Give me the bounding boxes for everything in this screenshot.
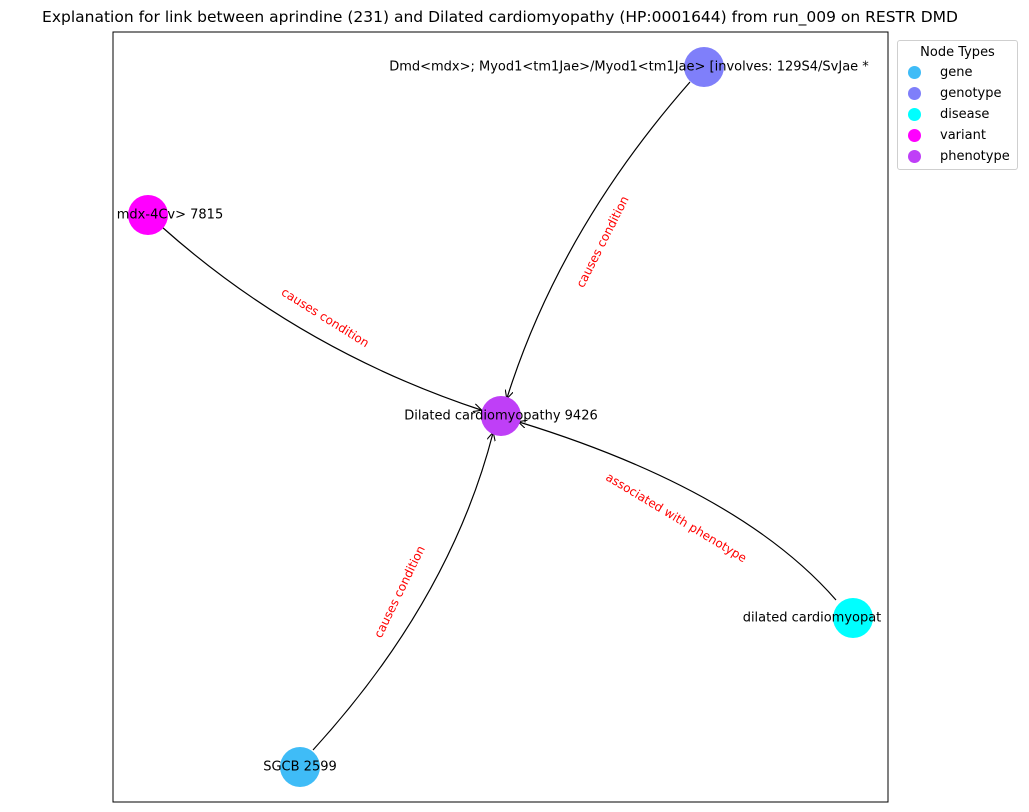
edge-line <box>161 226 481 410</box>
edge-line <box>519 422 837 601</box>
legend-item-phenotype: phenotype <box>898 146 1017 167</box>
legend-marker <box>908 87 921 100</box>
edge-disease-phenotype: associated with phenotype <box>519 422 837 601</box>
node-variant: mdx-4Cv> 7815 <box>117 195 223 235</box>
legend-item-gene: gene <box>898 62 1017 83</box>
legend-label: variant <box>940 128 986 143</box>
node-disease: dilated cardiomyopat <box>743 598 882 638</box>
legend-marker <box>908 129 921 142</box>
variant-node-circle <box>128 195 168 235</box>
chart-title: Explanation for link between aprindine (… <box>42 8 958 26</box>
node-label: Dilated cardiomyopathy 9426 <box>404 409 598 424</box>
edge-label: causes condition <box>573 194 631 290</box>
legend-item-variant: variant <box>898 125 1017 146</box>
phenotype-node-circle <box>481 396 521 436</box>
node-label: mdx-4Cv> 7815 <box>117 208 223 223</box>
edge-label: causes condition <box>371 543 428 640</box>
edge-genotype-phenotype: causes condition <box>507 81 691 398</box>
edge-variant-phenotype: causes condition <box>161 226 481 410</box>
edge-label: associated with phenotype <box>603 470 749 565</box>
legend: Node Types gene genotype disease variant… <box>897 40 1018 170</box>
gene-node-circle <box>280 747 320 787</box>
node-label: dilated cardiomyopat <box>743 611 882 626</box>
legend-label: gene <box>940 65 973 80</box>
legend-label: phenotype <box>940 149 1010 164</box>
edge-line <box>507 81 691 398</box>
plot-frame <box>112 31 889 803</box>
node-phenotype: Dilated cardiomyopathy 9426 <box>404 396 598 436</box>
legend-title: Node Types <box>920 45 995 60</box>
legend-marker <box>908 150 921 163</box>
legend-item-genotype: genotype <box>898 83 1017 104</box>
node-genotype: Dmd<mdx>; Myod1<tm1Jae>/Myod1<tm1Jae> [i… <box>389 47 869 87</box>
legend-marker <box>908 66 921 79</box>
node-gene: SGCB 2599 <box>263 747 337 787</box>
genotype-node-circle <box>684 47 724 87</box>
edge-line <box>312 433 493 751</box>
legend-label: genotype <box>940 86 1002 101</box>
node-label: Dmd<mdx>; Myod1<tm1Jae>/Myod1<tm1Jae> [i… <box>389 60 869 75</box>
node-label: SGCB 2599 <box>263 760 337 775</box>
legend-item-disease: disease <box>898 104 1017 125</box>
legend-label: disease <box>940 107 990 122</box>
legend-marker <box>908 108 921 121</box>
disease-node-circle <box>833 598 873 638</box>
edge-label: causes condition <box>279 285 372 350</box>
edge-gene-phenotype: causes condition <box>312 433 493 751</box>
